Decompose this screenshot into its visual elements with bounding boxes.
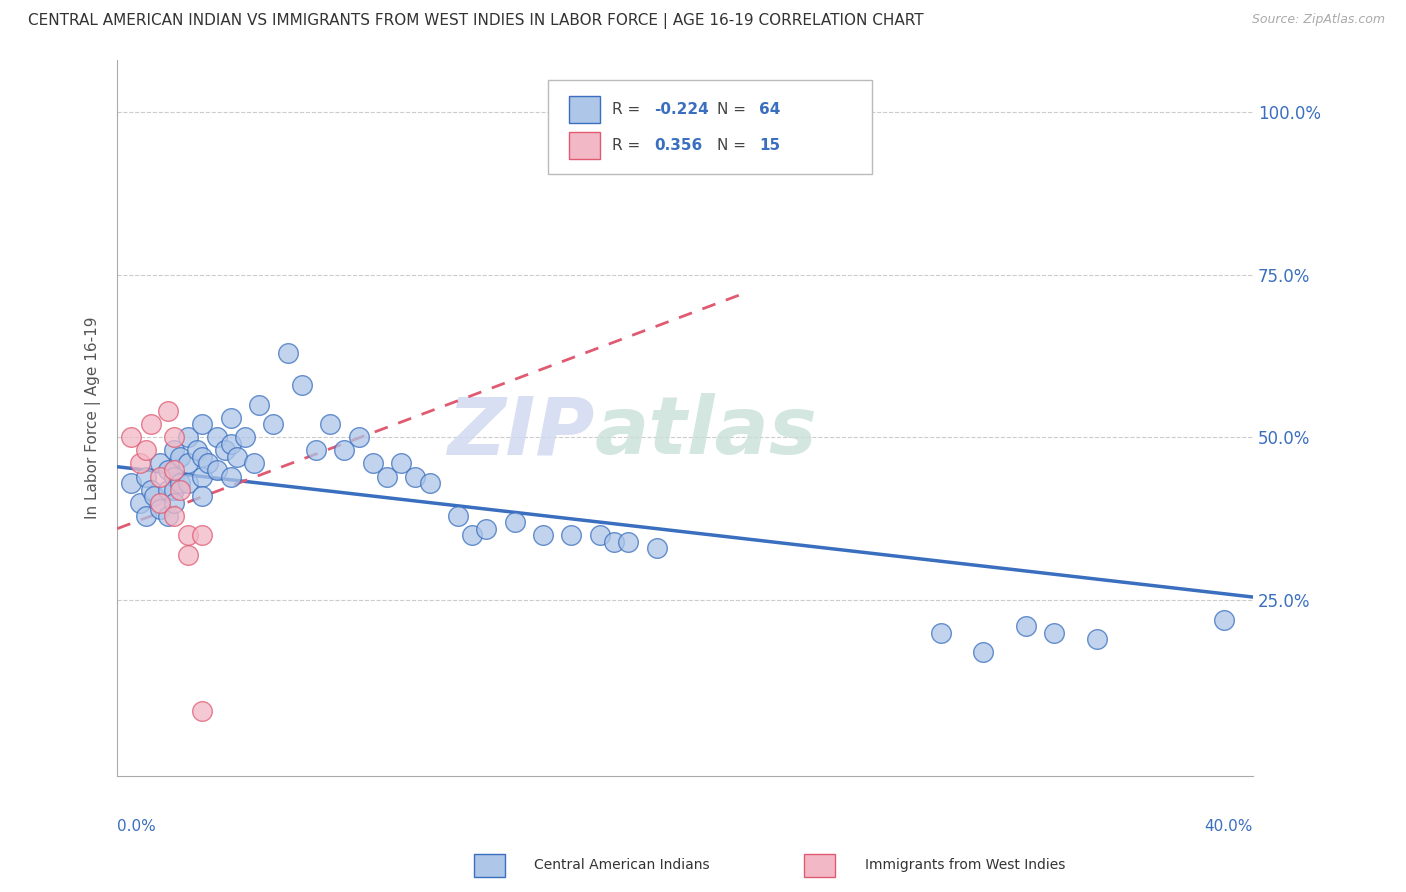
Point [333, 443, 356, 458]
Point [242, 457, 264, 471]
Text: R =: R = [612, 103, 645, 117]
Point [347, 430, 370, 444]
Point [419, 476, 441, 491]
Point [531, 528, 554, 542]
Point [149, 469, 172, 483]
Point [225, 450, 247, 464]
Y-axis label: In Labor Force | Age 16-19: In Labor Force | Age 16-19 [86, 317, 101, 519]
Text: R =: R = [612, 138, 645, 153]
Point [157, 404, 180, 418]
Point [972, 645, 994, 659]
Point [157, 483, 180, 497]
Point [929, 625, 952, 640]
Point [163, 443, 186, 458]
Point [163, 483, 186, 497]
Text: CENTRAL AMERICAN INDIAN VS IMMIGRANTS FROM WEST INDIES IN LABOR FORCE | AGE 16-1: CENTRAL AMERICAN INDIAN VS IMMIGRANTS FR… [28, 13, 924, 29]
Point [305, 443, 328, 458]
Point [191, 417, 214, 432]
Point [560, 528, 582, 542]
Point [141, 417, 163, 432]
Point [219, 437, 242, 451]
Point [149, 502, 172, 516]
Point [149, 495, 172, 509]
Point [169, 476, 191, 491]
Point [1043, 625, 1066, 640]
Point [157, 508, 180, 523]
Text: 0.0%: 0.0% [117, 819, 156, 834]
Point [177, 430, 200, 444]
Text: Immigrants from West Indies: Immigrants from West Indies [865, 858, 1066, 872]
Point [197, 457, 219, 471]
Point [475, 522, 498, 536]
Point [177, 457, 200, 471]
Point [129, 457, 152, 471]
Text: atlas: atlas [595, 393, 817, 471]
Point [163, 463, 186, 477]
Point [163, 469, 186, 483]
Point [121, 430, 143, 444]
Point [233, 430, 256, 444]
Point [191, 704, 214, 718]
Point [219, 410, 242, 425]
Text: 15: 15 [759, 138, 780, 153]
Point [163, 495, 186, 509]
Point [169, 483, 191, 497]
Text: N =: N = [717, 103, 751, 117]
Point [135, 508, 157, 523]
Point [645, 541, 668, 556]
Point [143, 489, 166, 503]
Text: Central American Indians: Central American Indians [534, 858, 710, 872]
Point [177, 528, 200, 542]
Point [205, 430, 228, 444]
Point [375, 469, 398, 483]
Point [177, 476, 200, 491]
Text: Source: ZipAtlas.com: Source: ZipAtlas.com [1251, 13, 1385, 27]
Point [135, 469, 157, 483]
Text: ZIP: ZIP [447, 393, 595, 471]
Point [262, 417, 284, 432]
Point [1015, 619, 1038, 633]
Point [205, 463, 228, 477]
Point [141, 483, 163, 497]
Point [361, 457, 384, 471]
Point [163, 508, 186, 523]
Point [247, 398, 270, 412]
Point [291, 378, 314, 392]
Point [1085, 632, 1108, 647]
Text: 64: 64 [759, 103, 780, 117]
Point [157, 463, 180, 477]
Text: 0.356: 0.356 [654, 138, 702, 153]
Point [1213, 613, 1236, 627]
Point [214, 443, 236, 458]
Point [603, 534, 626, 549]
Point [389, 457, 412, 471]
Point [191, 528, 214, 542]
Point [186, 443, 208, 458]
Point [277, 345, 299, 359]
Text: -0.224: -0.224 [654, 103, 709, 117]
Point [503, 515, 526, 529]
Point [191, 489, 214, 503]
Point [177, 548, 200, 562]
Point [319, 417, 342, 432]
Point [219, 469, 242, 483]
Point [169, 450, 191, 464]
Point [121, 476, 143, 491]
Point [129, 495, 152, 509]
Point [404, 469, 426, 483]
Point [617, 534, 640, 549]
Point [461, 528, 484, 542]
Text: 40.0%: 40.0% [1205, 819, 1253, 834]
Point [149, 457, 172, 471]
Point [447, 508, 470, 523]
Point [163, 430, 186, 444]
Point [191, 450, 214, 464]
Text: N =: N = [717, 138, 751, 153]
Point [191, 469, 214, 483]
Point [135, 443, 157, 458]
Point [589, 528, 612, 542]
